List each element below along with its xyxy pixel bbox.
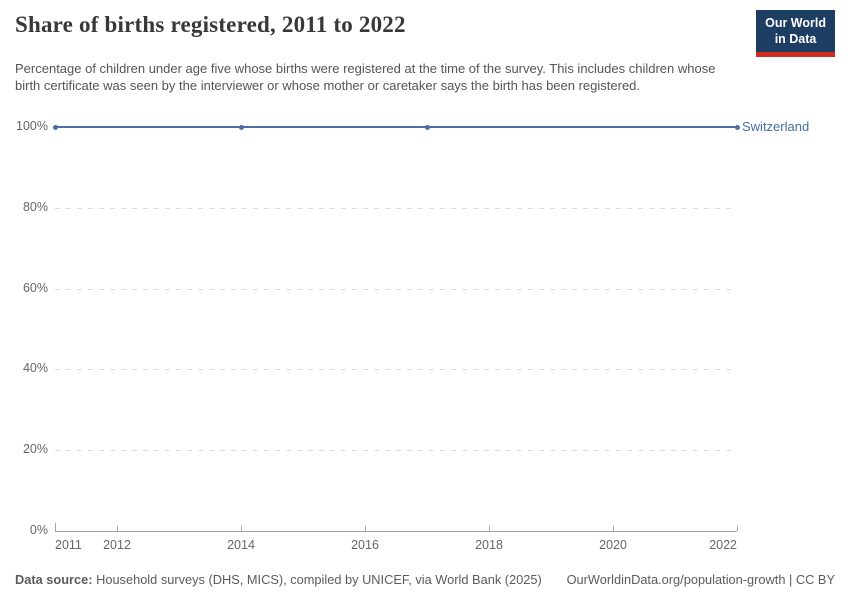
gridline-40 bbox=[55, 369, 737, 371]
x-tick-mark-2022 bbox=[737, 526, 738, 531]
x-tick-mark-2016 bbox=[365, 526, 366, 531]
x-tick-label-2011: 2011 bbox=[55, 538, 82, 552]
owid-logo[interactable]: Our World in Data bbox=[756, 10, 835, 57]
chart-subtitle: Percentage of children under age five wh… bbox=[15, 61, 716, 94]
data-source-note: Data source: Household surveys (DHS, MIC… bbox=[15, 572, 542, 587]
gridline-80 bbox=[55, 207, 737, 209]
y-tick-label-60: 60% bbox=[22, 280, 48, 295]
series-line-segment bbox=[241, 126, 427, 128]
owid-logo-line2: in Data bbox=[774, 32, 817, 47]
x-tick-label-2022: 2022 bbox=[709, 538, 737, 552]
data-source-text: Household surveys (DHS, MICS), compiled … bbox=[92, 572, 542, 587]
credit-link[interactable]: OurWorldinData.org/population-growth | C… bbox=[566, 572, 835, 587]
x-tick-mark-2011 bbox=[55, 523, 56, 531]
y-tick-label-80: 80% bbox=[22, 199, 48, 214]
gridline-60 bbox=[55, 288, 737, 290]
x-tick-label-2018: 2018 bbox=[475, 538, 503, 552]
x-tick-label-2012: 2012 bbox=[103, 538, 131, 552]
data-point-2017[interactable] bbox=[424, 124, 430, 130]
x-axis-line bbox=[55, 531, 737, 532]
x-tick-label-2016: 2016 bbox=[351, 538, 379, 552]
y-tick-label-100: 100% bbox=[16, 119, 48, 133]
gridline-20 bbox=[55, 450, 737, 452]
x-tick-label-2014: 2014 bbox=[227, 538, 255, 552]
data-source-label: Data source: bbox=[15, 572, 93, 587]
x-tick-mark-2018 bbox=[489, 526, 490, 531]
series-line-segment bbox=[427, 126, 737, 128]
x-tick-label-2020: 2020 bbox=[599, 538, 627, 552]
y-tick-label-20: 20% bbox=[22, 442, 48, 457]
data-point-2014[interactable] bbox=[238, 124, 244, 130]
data-point-2011[interactable] bbox=[52, 124, 58, 130]
owid-logo-line1: Our World bbox=[765, 16, 826, 30]
y-tick-label-0: 0% bbox=[29, 523, 48, 537]
series-line-segment bbox=[55, 126, 241, 128]
page-title: Share of births registered, 2011 to 2022 bbox=[15, 12, 406, 37]
x-tick-mark-2020 bbox=[613, 526, 614, 531]
y-tick-label-40: 40% bbox=[22, 361, 48, 376]
data-point-2022[interactable] bbox=[734, 124, 740, 130]
x-tick-mark-2014 bbox=[241, 526, 242, 531]
chart-footer: Data source: Household surveys (DHS, MIC… bbox=[15, 572, 835, 587]
x-tick-mark-2012 bbox=[117, 526, 118, 531]
series-label-switzerland[interactable]: Switzerland bbox=[742, 119, 810, 134]
